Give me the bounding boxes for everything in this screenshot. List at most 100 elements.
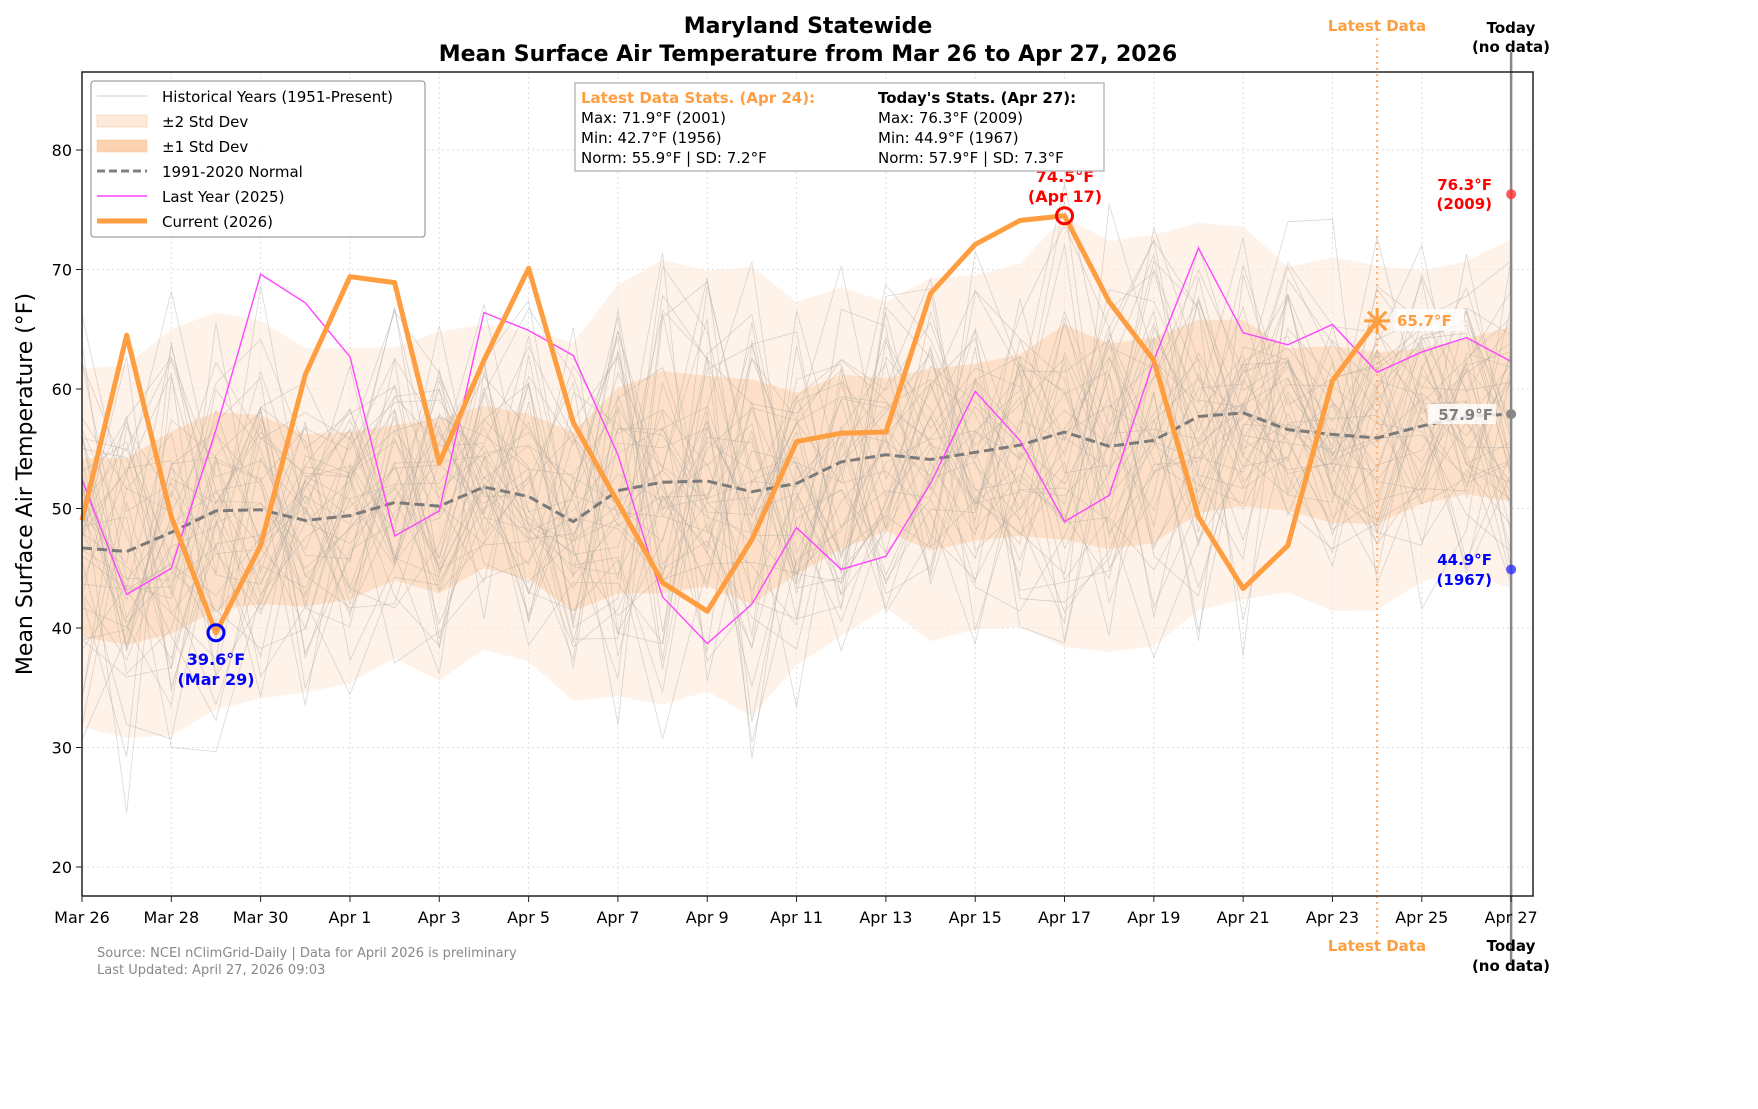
legend-box — [90, 80, 426, 238]
y-tick-label: 20 — [52, 858, 72, 877]
axes-frame — [81, 71, 1534, 897]
x-tick-label: Apr 15 — [949, 908, 1002, 927]
x-tick-label: Apr 17 — [1038, 908, 1091, 927]
today-top-label: Today — [1487, 19, 1536, 37]
x-tick-label: Apr 5 — [507, 908, 550, 927]
legend-entry: ±1 Std Dev — [162, 138, 248, 156]
historical-year-line — [82, 314, 1512, 615]
historical-year-line — [82, 244, 1512, 693]
today-stats-title: Today's Stats. (Apr 27): — [878, 89, 1076, 107]
historical-year-line — [82, 268, 1512, 663]
x-tick-label: Apr 21 — [1217, 908, 1270, 927]
historical-year-line — [82, 297, 1512, 696]
today-stats-min: Min: 44.9°F (1967) — [878, 129, 1019, 147]
historical-year-line — [82, 249, 1512, 726]
historical-year-line — [82, 310, 1512, 700]
today-max-marker — [1506, 189, 1517, 200]
historical-year-line — [82, 238, 1512, 658]
historical-year-line — [82, 269, 1512, 655]
latest-stats-norm: Norm: 55.9°F | SD: 7.2°F — [581, 149, 767, 167]
today-min-year-label: (1967) — [1437, 571, 1492, 589]
x-tick-label: Mar 26 — [54, 908, 110, 927]
x-tick-label: Apr 13 — [859, 908, 912, 927]
legend-swatch — [96, 139, 148, 153]
legend-entry: Last Year (2025) — [162, 188, 284, 206]
historical-year-line — [82, 304, 1512, 635]
last-updated-note: Last Updated: April 27, 2026 09:03 — [97, 963, 325, 978]
historical-year-line — [82, 203, 1512, 759]
y-tick-label: 70 — [52, 261, 72, 280]
latest-star-marker — [1366, 319, 1379, 332]
x-tick-label: Mar 30 — [233, 908, 289, 927]
historical-year-line — [82, 356, 1512, 661]
historical-year-line — [82, 296, 1512, 722]
historical-year-line — [82, 277, 1512, 740]
historical-year-line — [82, 265, 1512, 629]
today-min-marker — [1506, 564, 1517, 575]
historical-year-line — [82, 262, 1512, 649]
x-tick-label: Apr 19 — [1127, 908, 1180, 927]
historical-year-line — [82, 227, 1512, 739]
min-date-label: (Mar 29) — [177, 670, 254, 689]
historical-year-line — [82, 263, 1512, 697]
historical-year-line — [82, 273, 1512, 678]
historical-year-line — [82, 305, 1512, 668]
historical-year-line — [82, 223, 1512, 675]
historical-year-line — [82, 252, 1512, 678]
legend-entry: ±2 Std Dev — [162, 113, 248, 131]
x-tick-label: Apr 25 — [1395, 908, 1448, 927]
chart-title: Maryland Statewide — [684, 14, 933, 39]
historical-year-line — [82, 307, 1512, 647]
today-bottom-label: Today — [1487, 937, 1536, 955]
last-year-line — [81, 246, 1512, 645]
y-tick-label: 80 — [52, 141, 72, 160]
today-min-label: 44.9°F — [1437, 551, 1492, 569]
x-tick-label: Apr 9 — [686, 908, 729, 927]
historical-year-line — [82, 277, 1512, 659]
historical-year-line — [82, 237, 1512, 688]
historical-year-line — [82, 260, 1512, 661]
historical-year-line — [82, 252, 1512, 692]
current-year-line — [79, 213, 1380, 636]
historical-year-line — [82, 265, 1512, 813]
source-note: Source: NCEI nClimGrid-Daily | Data for … — [97, 946, 517, 961]
legend-entry: Current (2026) — [162, 213, 273, 231]
max-date-label: (Apr 17) — [1028, 187, 1102, 206]
historical-year-line — [82, 253, 1512, 727]
y-tick-label: 60 — [52, 380, 72, 399]
legend-entry: Historical Years (1951-Present) — [162, 88, 393, 106]
historical-year-line — [82, 285, 1512, 624]
x-tick-label: Mar 28 — [143, 908, 199, 927]
historical-year-line — [82, 285, 1512, 757]
historical-years-lines — [82, 183, 1512, 813]
latest-star-marker — [1366, 310, 1379, 322]
historical-year-line — [82, 201, 1512, 743]
historical-year-line — [82, 244, 1512, 753]
today-stats-max: Max: 76.3°F (2009) — [878, 109, 1023, 127]
stats-box — [574, 82, 1105, 172]
today-max-label: 76.3°F — [1437, 176, 1492, 194]
today-top-sub-label: (no data) — [1472, 38, 1550, 56]
historical-year-line — [82, 237, 1512, 650]
latest-data-bottom-label: Latest Data — [1328, 937, 1426, 955]
y-tick-label: 30 — [52, 739, 72, 758]
today-max-year-label: (2009) — [1437, 195, 1492, 213]
chart-subtitle: Mean Surface Air Temperature from Mar 26… — [439, 42, 1177, 67]
latest-data-top-label: Latest Data — [1328, 17, 1426, 35]
latest-stats-min: Min: 42.7°F (1956) — [581, 129, 722, 147]
latest-value-label: 65.7°F — [1397, 312, 1452, 330]
today-norm-label: 57.9°F — [1438, 406, 1493, 424]
x-tick-label: Apr 3 — [418, 908, 461, 927]
max-marker — [1055, 206, 1075, 226]
x-tick-label: Apr 7 — [596, 908, 639, 927]
latest-stats-max: Max: 71.9°F (2001) — [581, 109, 726, 127]
legend-entry: 1991-2020 Normal — [162, 163, 303, 181]
x-tick-label: Apr 1 — [328, 908, 371, 927]
x-tick-label: Apr 27 — [1485, 908, 1538, 927]
latest-star-marker — [1376, 310, 1388, 322]
today-norm-marker — [1506, 409, 1517, 420]
y-axis-label: Mean Surface Air Temperature (°F) — [13, 293, 38, 675]
normal-line — [81, 411, 1512, 554]
latest-star-marker — [1376, 319, 1388, 332]
